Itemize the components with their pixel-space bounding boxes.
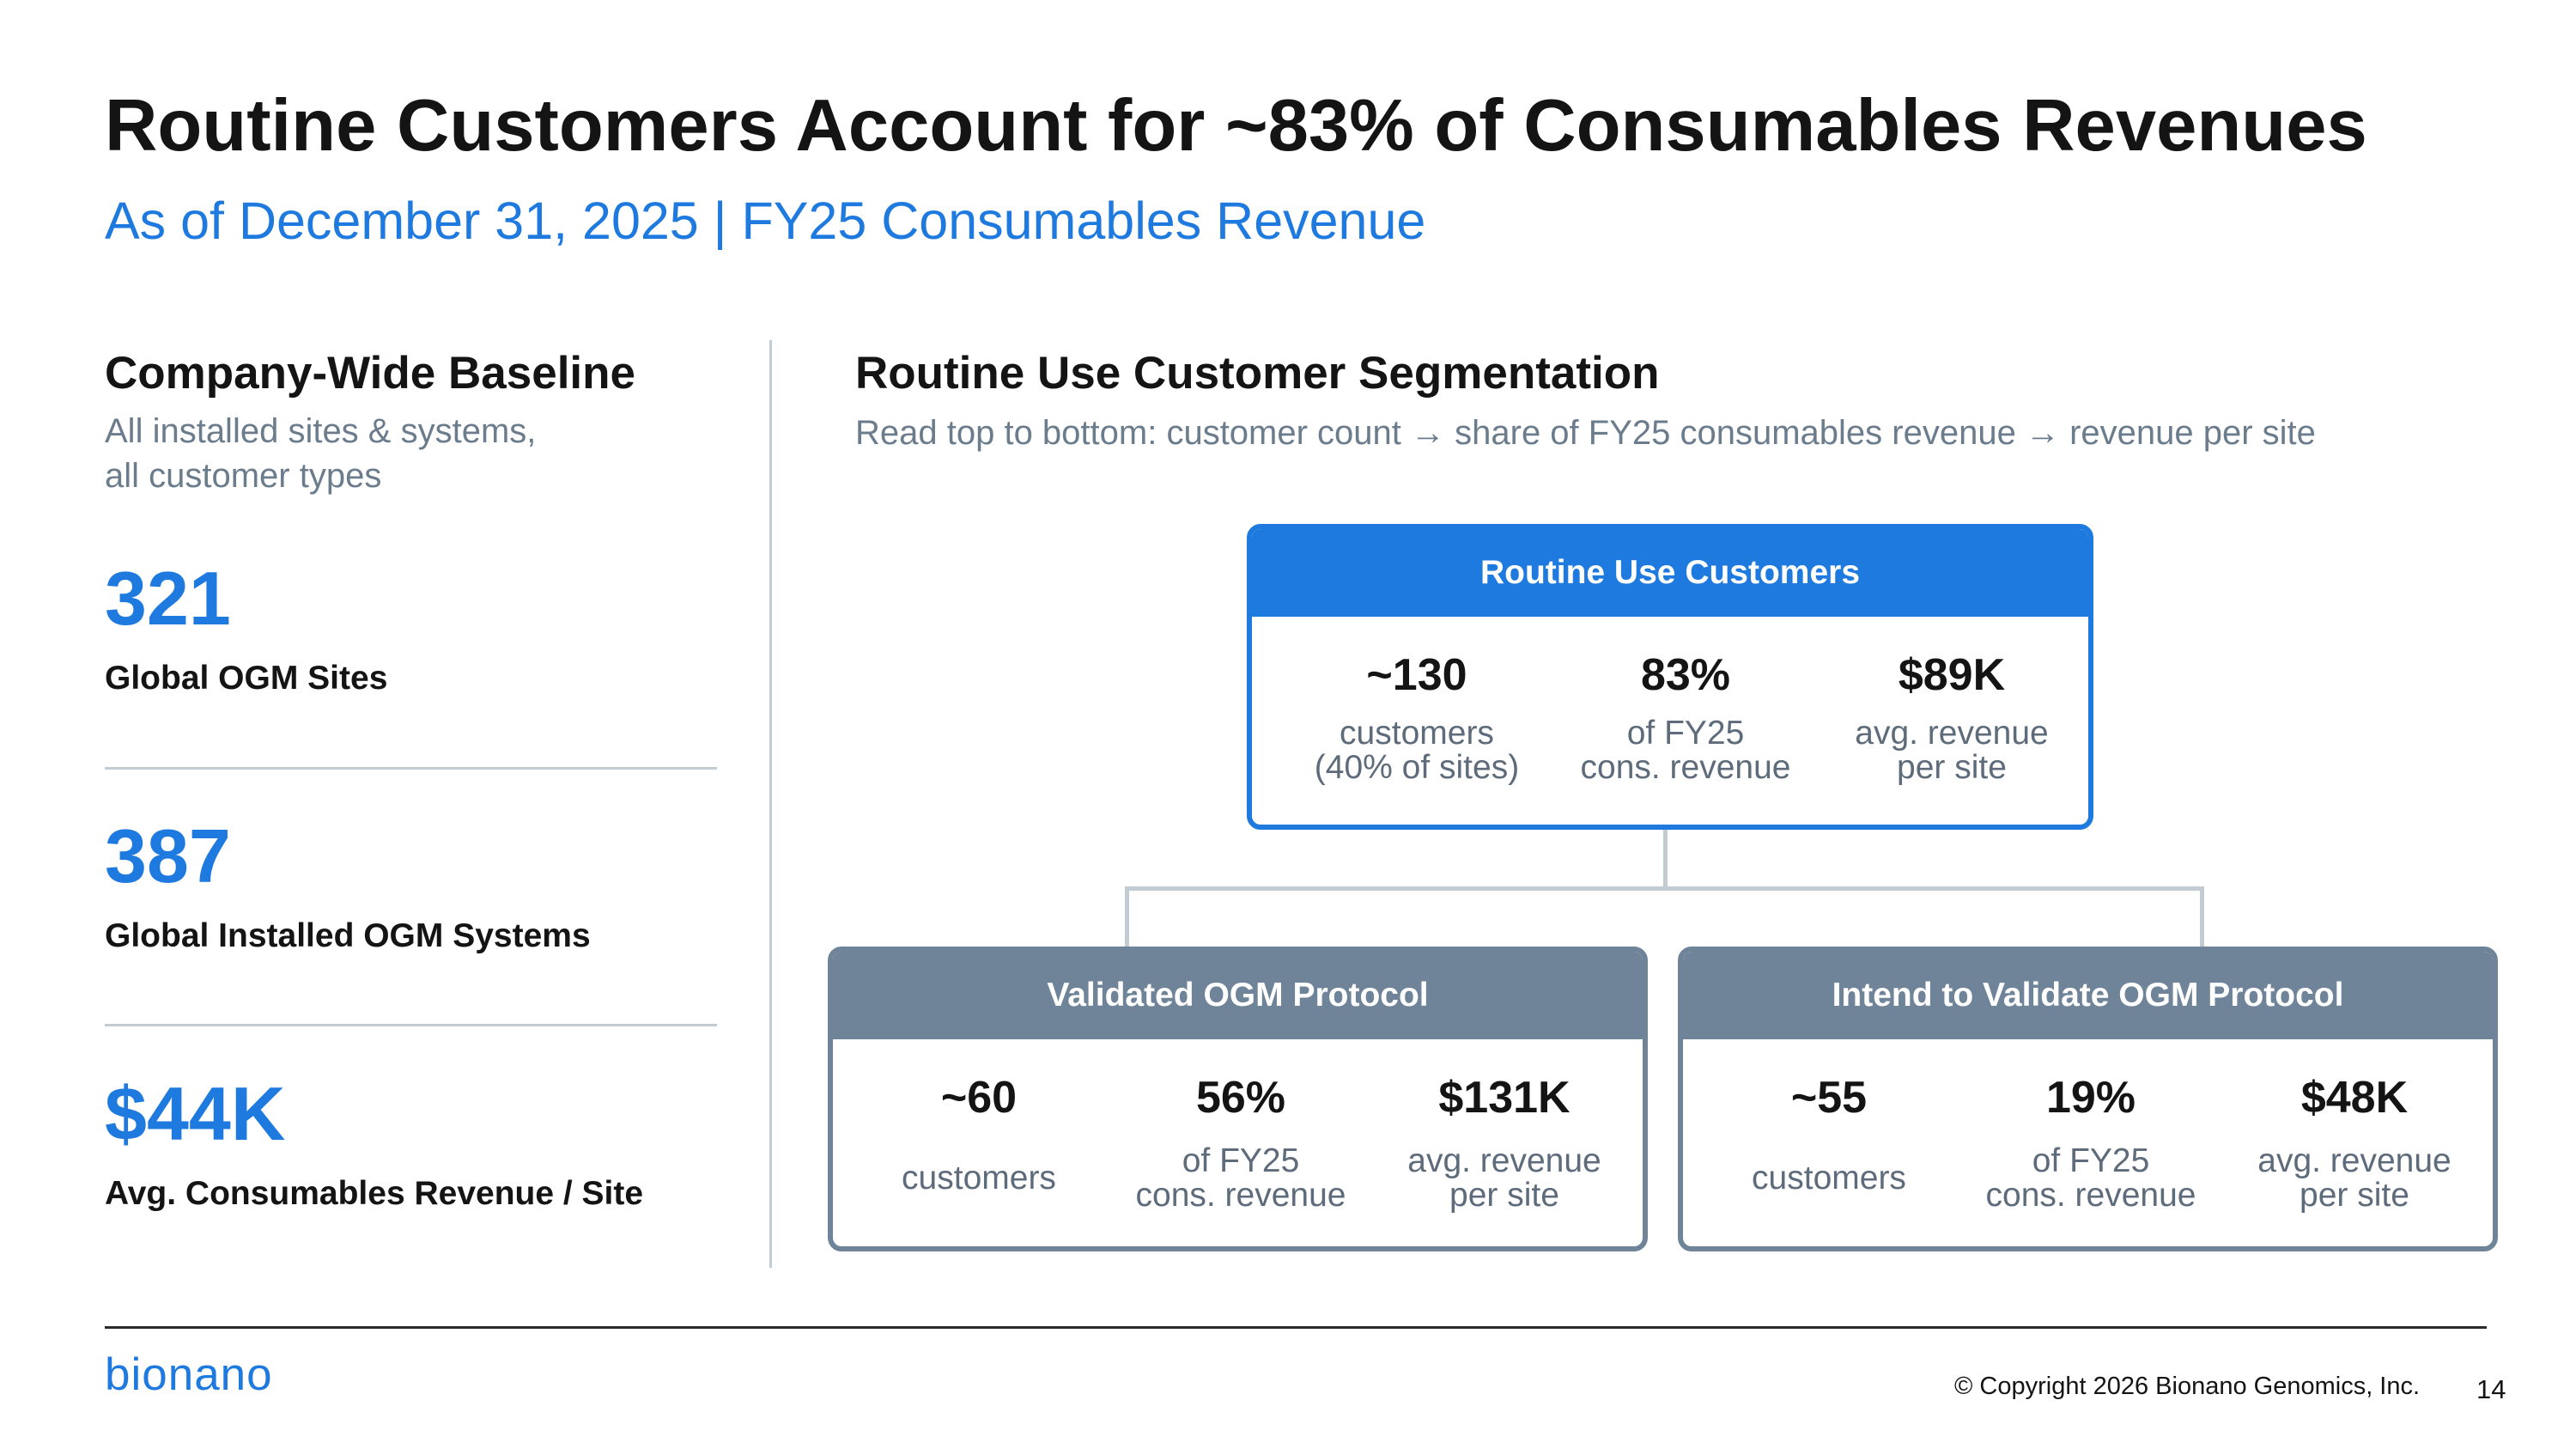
- routine-customers-value: ~130: [1366, 650, 1467, 700]
- validated-avg-line1: avg. revenue: [1407, 1142, 1601, 1179]
- bionano-logo: bionano: [105, 1349, 273, 1400]
- validated-protocol-title: Validated OGM Protocol: [833, 952, 1643, 1039]
- stat-value-systems: 387: [105, 813, 231, 898]
- routine-col-share: 83% of FY25 cons. revenue: [1557, 617, 1814, 785]
- connector-right-drop: [2200, 886, 2204, 948]
- stat-value-sites: 321: [105, 556, 231, 641]
- intend-share-line1: of FY25: [2032, 1142, 2150, 1179]
- intend-share-line2: cons. revenue: [1985, 1177, 2196, 1214]
- stat-divider: [105, 1024, 717, 1026]
- intend-customers-line1: customers: [1752, 1160, 1906, 1196]
- validated-protocol-box: Validated OGM Protocol ~60 customers 56%…: [828, 947, 1648, 1251]
- connector-stem: [1663, 830, 1668, 890]
- routine-share-line2: cons. revenue: [1580, 749, 1791, 786]
- routine-avg-line2: per site: [1897, 749, 2007, 786]
- validated-avg-line2: per site: [1449, 1177, 1559, 1214]
- routine-avg-value: $89K: [1898, 650, 2006, 700]
- routine-col-avg: $89K avg. revenue per site: [1823, 617, 2081, 785]
- routine-avg-line1: avg. revenue: [1855, 715, 2049, 752]
- validated-customers-line1: customers: [902, 1160, 1056, 1196]
- page-subtitle: As of December 31, 2025 | FY25 Consumabl…: [105, 192, 1426, 250]
- validated-share-line2: cons. revenue: [1135, 1177, 1346, 1214]
- connector-left-drop: [1125, 886, 1129, 948]
- routine-col-customers: ~130 customers (40% of sites): [1288, 617, 1546, 785]
- connector-bar: [1125, 886, 2204, 891]
- intend-share-value: 19%: [2045, 1073, 2136, 1123]
- segmentation-heading: Routine Use Customer Segmentation: [855, 348, 1660, 399]
- validated-share-line1: of FY25: [1182, 1142, 1300, 1179]
- baseline-desc-line2: all customer types: [105, 457, 382, 495]
- routine-customers-line2: (40% of sites): [1314, 749, 1520, 786]
- footer-divider: [105, 1326, 2487, 1329]
- baseline-desc-line1: All installed sites & systems,: [105, 412, 537, 450]
- baseline-description: All installed sites & systems, all custo…: [105, 409, 654, 498]
- routine-customers-line1: customers: [1340, 715, 1494, 752]
- validated-share-value: 56%: [1195, 1073, 1286, 1123]
- validated-customers-value: ~60: [940, 1073, 1018, 1123]
- copyright-text: © Copyright 2026 Bionano Genomics, Inc.: [1954, 1373, 2421, 1400]
- routine-share-line1: of FY25: [1626, 715, 1745, 752]
- stat-label-systems: Global Installed OGM Systems: [105, 917, 591, 954]
- intend-col-share: 19% of FY25 cons. revenue: [1962, 1039, 2220, 1213]
- baseline-heading: Company-Wide Baseline: [105, 348, 635, 399]
- intend-customers-value: ~55: [1790, 1073, 1868, 1123]
- routine-use-box: Routine Use Customers ~130 customers (40…: [1247, 524, 2093, 830]
- stat-divider: [105, 767, 717, 770]
- intend-protocol-box: Intend to Validate OGM Protocol ~55 cust…: [1678, 947, 2498, 1251]
- routine-share-value: 83%: [1640, 650, 1731, 700]
- panel-divider: [769, 340, 772, 1268]
- intend-avg-line2: per site: [2300, 1177, 2409, 1214]
- routine-use-title: Routine Use Customers: [1252, 529, 2088, 617]
- stat-label-revenue: Avg. Consumables Revenue / Site: [105, 1175, 644, 1212]
- intend-protocol-title: Intend to Validate OGM Protocol: [1683, 952, 2493, 1039]
- validated-col-customers: ~60 customers: [850, 1039, 1108, 1196]
- intend-col-customers: ~55 customers: [1700, 1039, 1958, 1196]
- intend-avg-line1: avg. revenue: [2257, 1142, 2451, 1179]
- page-title: Routine Customers Account for ~83% of Co…: [105, 85, 2367, 167]
- validated-col-share: 56% of FY25 cons. revenue: [1112, 1039, 1370, 1213]
- stat-label-sites: Global OGM Sites: [105, 660, 388, 697]
- validated-col-avg: $131K avg. revenue per site: [1376, 1039, 1633, 1213]
- intend-col-avg: $48K avg. revenue per site: [2226, 1039, 2483, 1213]
- intend-avg-value: $48K: [2300, 1073, 2409, 1123]
- page-number: 14: [2476, 1374, 2506, 1404]
- validated-avg-value: $131K: [1438, 1073, 1571, 1123]
- segmentation-description: Read top to bottom: customer count → sha…: [855, 414, 2316, 452]
- stat-value-revenue: $44K: [105, 1071, 286, 1156]
